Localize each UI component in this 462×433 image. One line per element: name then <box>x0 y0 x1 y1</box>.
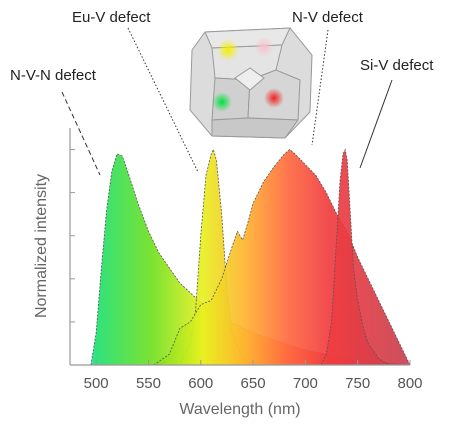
chart: Wavelength (nm) Normalized intensity 500… <box>0 0 462 428</box>
series-label: N-V defect <box>292 9 364 26</box>
leader-line <box>128 28 198 172</box>
x-axis-title: Wavelength (nm) <box>179 401 300 418</box>
leader-line <box>62 92 100 175</box>
crystal-inset <box>190 28 312 138</box>
page: {"chart_data": { "type": "area", "xlabel… <box>0 0 462 428</box>
series-label: Si-V defect <box>360 57 434 74</box>
leader-line <box>360 80 392 168</box>
x-tick-label: 700 <box>293 375 318 392</box>
leader-line <box>312 30 328 145</box>
x-tick-label: 600 <box>188 375 213 392</box>
x-tick-label: 550 <box>136 375 161 392</box>
series-label: N-V-N defect <box>10 67 97 84</box>
x-tick-label: 800 <box>397 375 422 392</box>
x-tick-label: 500 <box>84 375 109 392</box>
series-label: Eu-V defect <box>72 9 151 26</box>
spectrum-area <box>154 150 410 365</box>
y-axis-title: Normalized intensity <box>33 174 50 318</box>
x-tick-label: 650 <box>241 375 266 392</box>
x-tick-label: 750 <box>345 375 370 392</box>
